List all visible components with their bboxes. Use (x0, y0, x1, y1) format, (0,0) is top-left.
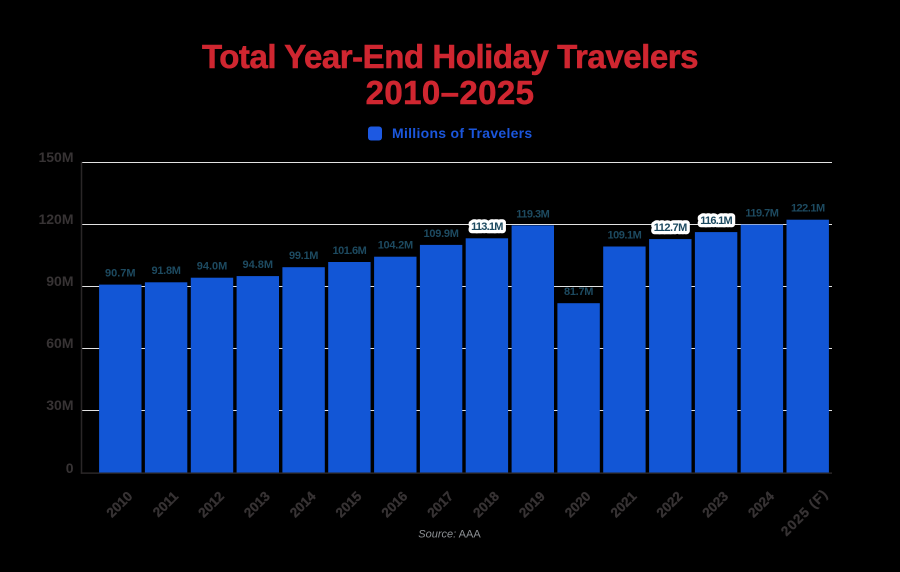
svg-text:30M: 30M (46, 397, 73, 413)
svg-text:113.1M: 113.1M (471, 221, 503, 233)
svg-text:Millions of Travelers: Millions of Travelers (392, 125, 532, 141)
svg-text:101.6M: 101.6M (333, 245, 367, 257)
svg-text:90M: 90M (46, 273, 73, 289)
svg-text:112.7M: 112.7M (654, 222, 687, 234)
svg-text:60M: 60M (46, 335, 73, 351)
svg-text:122.1M: 122.1M (791, 203, 825, 215)
svg-text:Total Year-End Holiday Travele: Total Year-End Holiday Travelers (202, 38, 698, 75)
svg-text:0: 0 (66, 460, 74, 476)
svg-text:104.2M: 104.2M (378, 240, 413, 252)
svg-text:91.8M: 91.8M (152, 265, 181, 277)
svg-text:94.8M: 94.8M (243, 259, 274, 271)
svg-text:120M: 120M (38, 211, 73, 227)
svg-text:2010–2025: 2010–2025 (366, 74, 535, 111)
svg-text:94.0M: 94.0M (197, 261, 228, 273)
svg-text:116.1M: 116.1M (700, 215, 732, 227)
svg-text:90.7M: 90.7M (105, 268, 136, 280)
svg-text:81.7M: 81.7M (564, 286, 593, 298)
svg-text:109.9M: 109.9M (423, 228, 458, 240)
svg-text:Source: AAA: Source: AAA (418, 528, 481, 540)
svg-text:99.1M: 99.1M (289, 250, 318, 262)
svg-text:119.3M: 119.3M (516, 208, 549, 220)
svg-text:109.1M: 109.1M (608, 229, 642, 241)
svg-text:150M: 150M (38, 149, 73, 165)
svg-text:119.7M: 119.7M (745, 208, 778, 220)
